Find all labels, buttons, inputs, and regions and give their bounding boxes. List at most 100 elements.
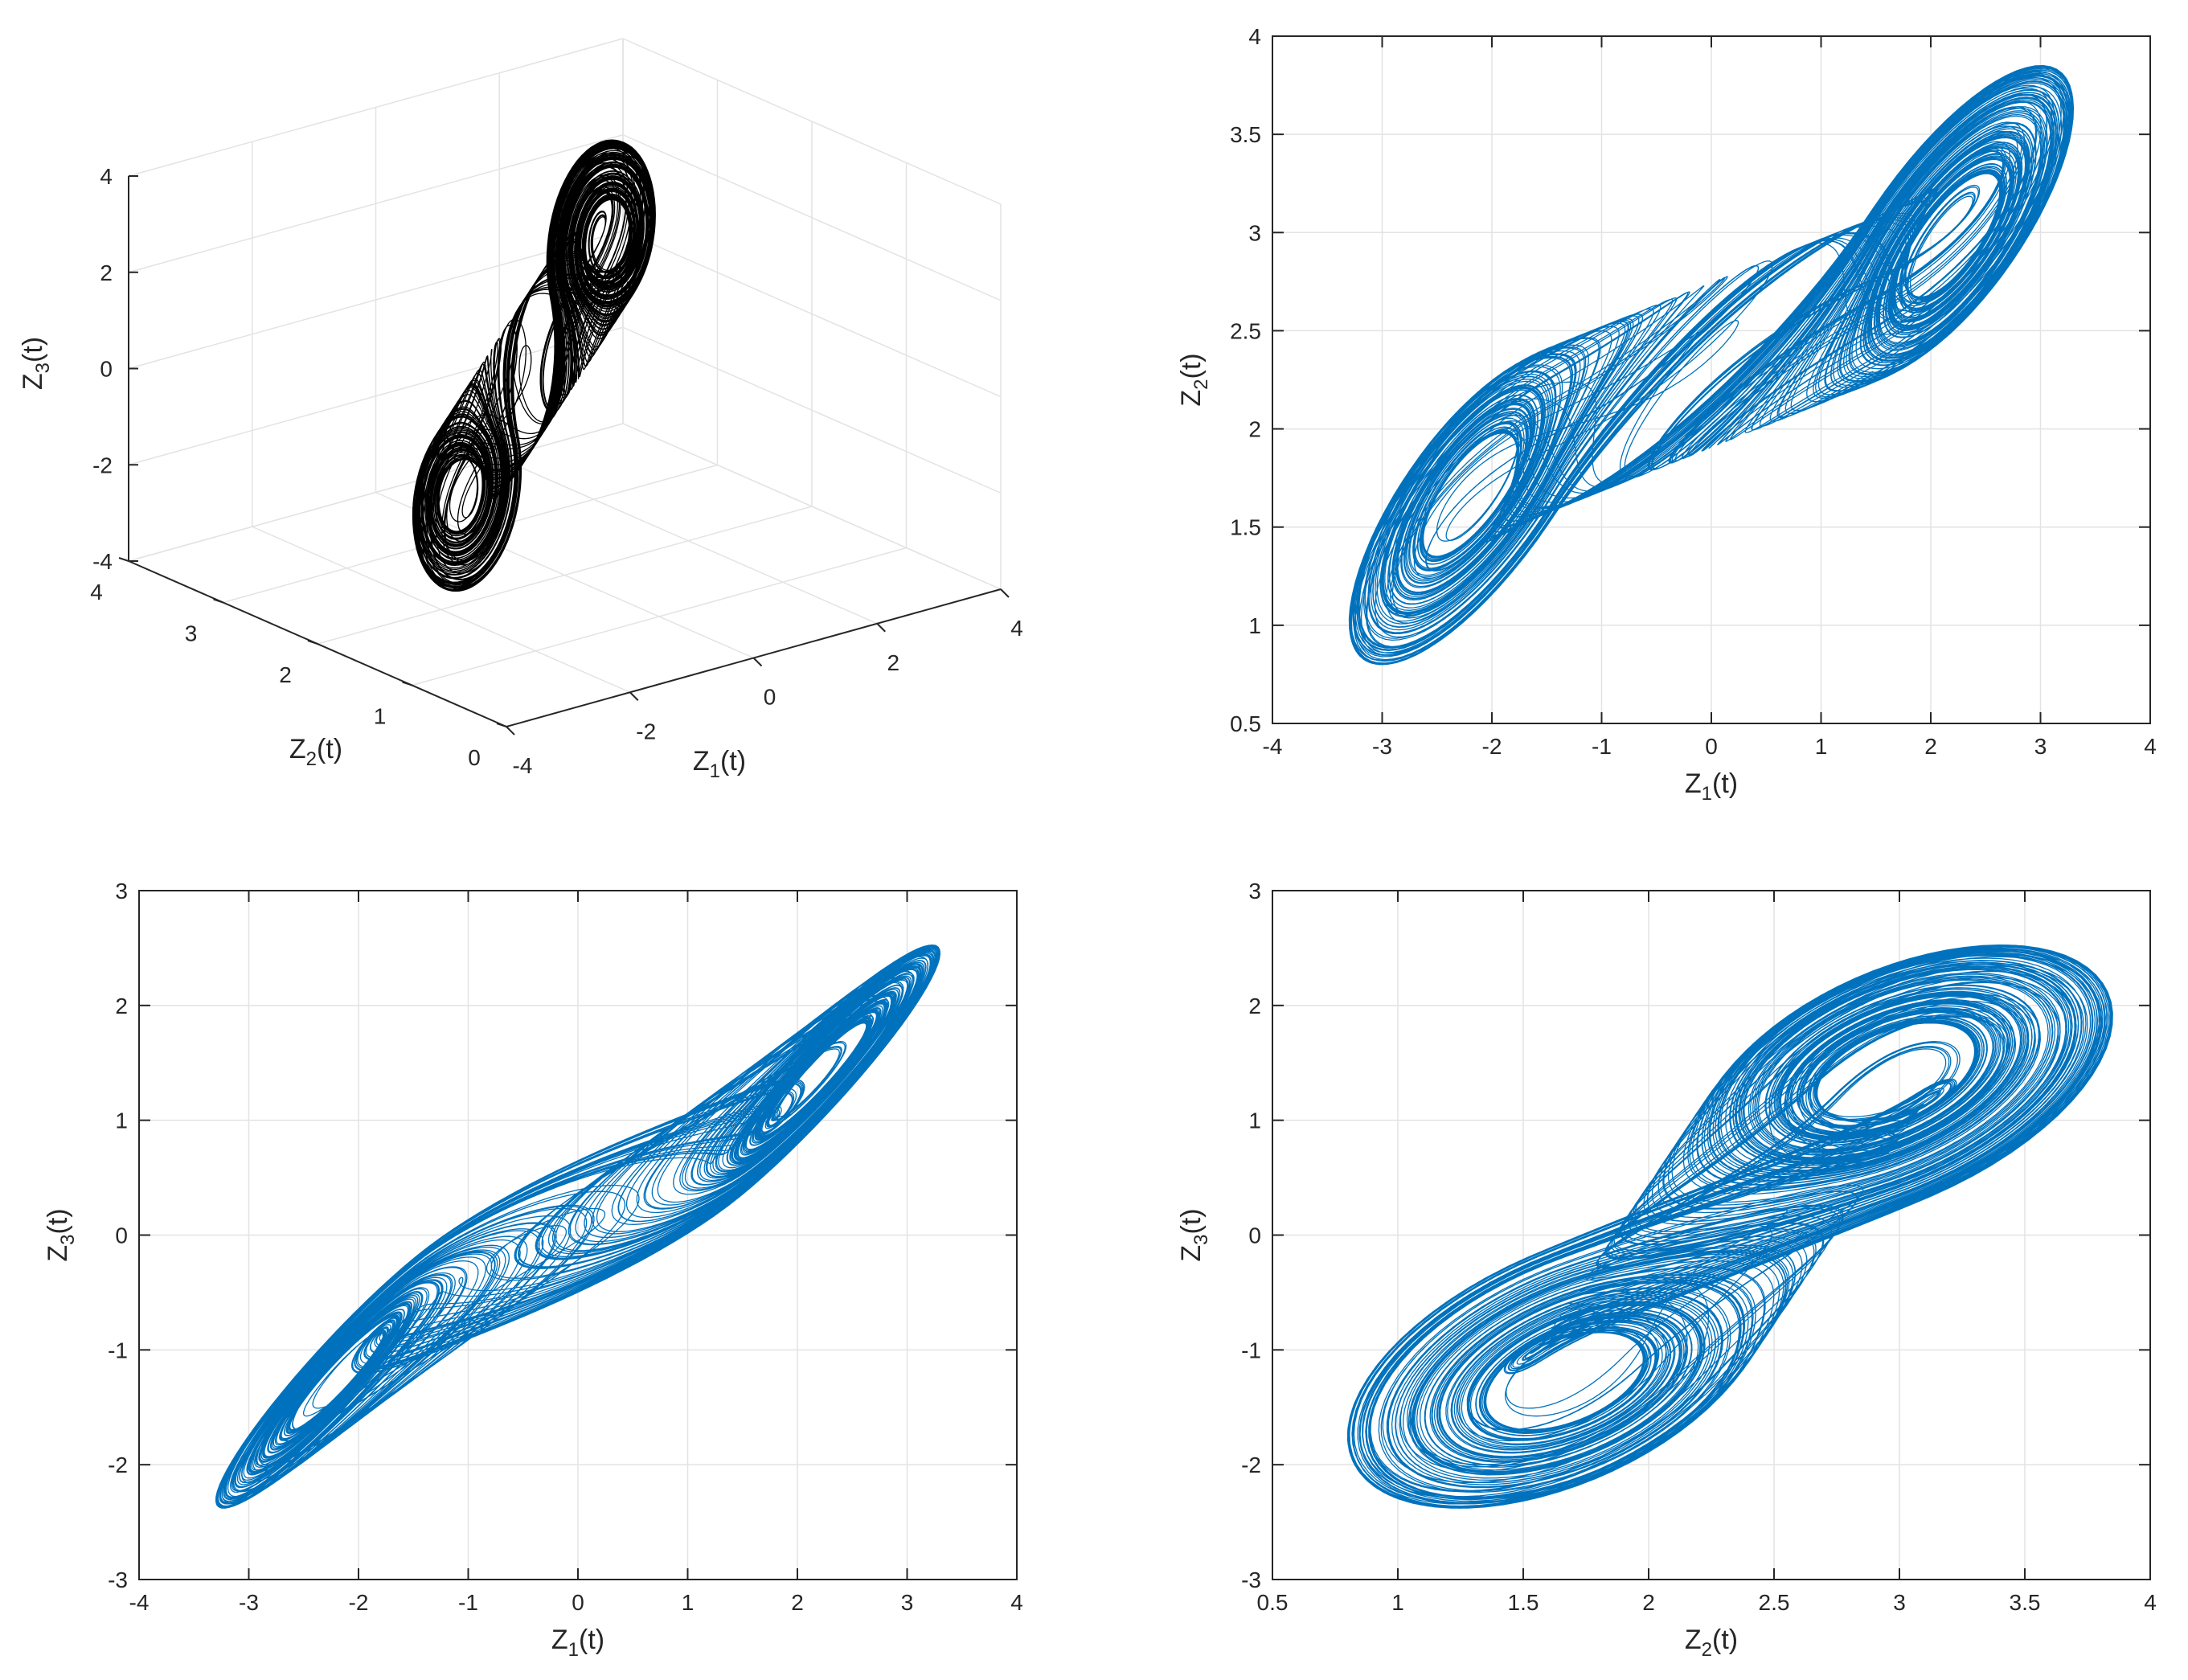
z2-tick-label: 1 xyxy=(374,704,387,729)
y-tick-label: 1.5 xyxy=(1230,515,1261,540)
grid-line xyxy=(317,506,813,645)
axes-3d xyxy=(118,175,1010,736)
tick-mark-z1 xyxy=(876,623,886,633)
x-tick-label: -2 xyxy=(1482,734,1502,759)
phase-portrait-3d: -4 -2 0 2 4 0 1 2 3 4 -4 -2 0 2 4 Z1(t) Z2(t) Z3(t) xyxy=(18,38,1023,782)
y-axis-label: Z2(t) xyxy=(1176,353,1212,406)
x-axis-label: Z2(t) xyxy=(1685,1625,1738,1661)
ticks xyxy=(1272,890,2151,1580)
z1-tick-label: -4 xyxy=(513,753,533,778)
z2-tick-label: 4 xyxy=(90,580,103,604)
x-tick-label: 0 xyxy=(1705,734,1718,759)
ticks xyxy=(1272,35,2151,724)
y-tick-label: 3.5 xyxy=(1230,122,1261,147)
trajectory-line xyxy=(1348,64,2075,666)
y-tick-label: 2.5 xyxy=(1230,318,1261,343)
y-tick-label: -2 xyxy=(108,1453,128,1477)
z1-tick-label: -2 xyxy=(636,719,656,744)
y-tick-label: -1 xyxy=(108,1338,128,1362)
grid-line xyxy=(128,423,624,562)
y-tick-label: 2 xyxy=(1248,417,1261,442)
x-tick-label: 3 xyxy=(1893,1590,1906,1615)
phase-portrait-z2-z3: 0.5 1 1.5 2 2.5 3 3.5 4 -3 -2 -1 0 1 2 3 Z2(t) Z3(t) xyxy=(1176,879,2157,1661)
z1-tick-label: 2 xyxy=(887,650,899,675)
z3-tick-label: 2 xyxy=(100,260,113,285)
y-tick-label: -1 xyxy=(1241,1338,1261,1362)
x-tick-label: -2 xyxy=(349,1590,369,1615)
tick-mark-z2 xyxy=(213,598,223,604)
ticks xyxy=(138,890,1018,1580)
z1-tick-label: 0 xyxy=(764,685,776,710)
y-tick-label: 3 xyxy=(1248,879,1261,904)
z1-tick-label: 4 xyxy=(1010,616,1023,641)
y-tick-label: 1 xyxy=(115,1108,128,1133)
x-tick-label: 2 xyxy=(1924,734,1937,759)
z3-tick-label: -4 xyxy=(92,549,113,574)
grid-line xyxy=(128,38,624,177)
x-tick-label: 0.5 xyxy=(1257,1590,1289,1615)
x-tick-label: 1 xyxy=(682,1590,695,1615)
grid-line xyxy=(223,464,718,604)
y-tick-label: -3 xyxy=(108,1567,128,1592)
y-tick-label: 3 xyxy=(115,879,128,904)
grid-line xyxy=(128,326,624,465)
z3-tick-label: 4 xyxy=(100,164,113,189)
y-axis-label: Z3(t) xyxy=(1176,1208,1212,1261)
y-tick-label: 3 xyxy=(1248,220,1261,245)
x-axis-label: Z1(t) xyxy=(1685,768,1738,805)
grid-line xyxy=(412,547,907,686)
y-tick-label: 0.5 xyxy=(1230,711,1261,736)
phase-portrait-z1-z2: -4 -3 -2 -1 0 1 2 3 4 0.5 1 1.5 2 2.5 3 3.5 4 Z1(t) Z2(t) xyxy=(1176,24,2157,805)
z3-tick-label: 0 xyxy=(100,357,113,382)
tick-mark-z2 xyxy=(402,681,412,686)
y-tick-label: 4 xyxy=(1248,24,1261,49)
x-tick-label: -3 xyxy=(1372,734,1392,759)
y-tick-label: 0 xyxy=(1248,1223,1261,1248)
y-axis-label: Z3(t) xyxy=(43,1208,79,1261)
z1-axis-label: Z1(t) xyxy=(693,746,746,782)
x-tick-label: 4 xyxy=(2144,1590,2157,1615)
x-tick-label: 4 xyxy=(1010,1590,1023,1615)
trajectory-line-3d xyxy=(412,139,656,592)
x-tick-label: -1 xyxy=(1592,734,1612,759)
grid-line xyxy=(128,230,624,370)
x-tick-label: 1 xyxy=(1391,1590,1404,1615)
z3-tick-label: -2 xyxy=(92,453,113,477)
tick-mark-z2 xyxy=(118,557,129,562)
x-tick-label: 2 xyxy=(1642,1590,1655,1615)
x-tick-label: 4 xyxy=(2144,734,2157,759)
z2-axis-label: Z2(t) xyxy=(289,734,342,770)
x-axis-label: Z1(t) xyxy=(551,1625,604,1661)
tick-mark-z1 xyxy=(752,657,763,667)
x-tick-label: -4 xyxy=(129,1590,150,1615)
y-tick-label: 2 xyxy=(115,994,128,1018)
tick-mark-z1 xyxy=(1000,588,1010,598)
y-tick-label: 1 xyxy=(1248,1108,1261,1133)
z2-tick-label: 2 xyxy=(279,662,292,687)
x-tick-label: 2.5 xyxy=(1759,1590,1790,1615)
y-tick-label: -3 xyxy=(1241,1567,1261,1592)
tick-mark-z1 xyxy=(629,691,639,701)
tick-mark-z2 xyxy=(496,723,507,727)
x-tick-label: 0 xyxy=(572,1590,584,1615)
x-tick-label: 2 xyxy=(791,1590,804,1615)
tick-mark-z2 xyxy=(307,640,318,645)
tick-mark-z1 xyxy=(506,726,515,736)
x-tick-label: 1.5 xyxy=(1508,1590,1539,1615)
y-tick-label: 2 xyxy=(1248,994,1261,1018)
z2-tick-label: 0 xyxy=(468,745,481,770)
y-tick-label: 0 xyxy=(115,1223,128,1248)
x-tick-label: 3 xyxy=(2034,734,2047,759)
x-tick-label: 3 xyxy=(901,1590,914,1615)
trajectory-line xyxy=(215,944,941,1509)
y-tick-label: 1 xyxy=(1248,613,1261,638)
z2-tick-label: 3 xyxy=(185,621,198,646)
z3-axis-label: Z3(t) xyxy=(18,337,54,390)
x-tick-label: 3.5 xyxy=(2010,1590,2041,1615)
y-tick-label: -2 xyxy=(1241,1453,1261,1477)
grid-line xyxy=(128,134,624,273)
x-tick-label: -4 xyxy=(1263,734,1283,759)
x-tick-label: 1 xyxy=(1815,734,1828,759)
